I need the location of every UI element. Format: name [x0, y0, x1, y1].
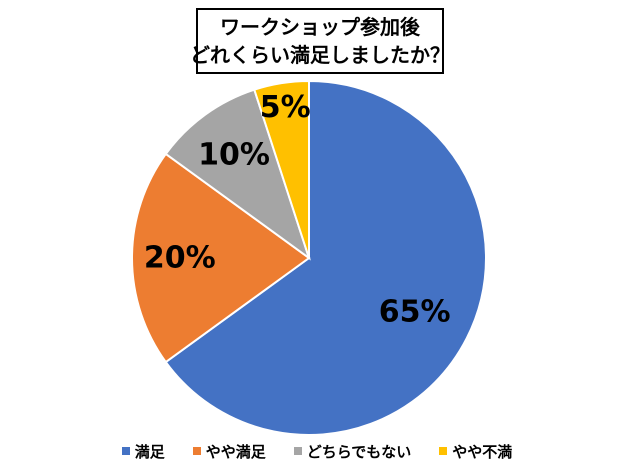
legend-label-satisfied: 満足	[134, 442, 165, 461]
pie-slice-neutral	[164, 88, 311, 261]
legend-label-somewhat-dissatisfied: やや不満	[452, 442, 513, 461]
data-label-somewhat-dissatisfied: 5%	[260, 90, 311, 125]
legend-label-somewhat-satisfied: やや満足	[205, 442, 266, 461]
chart-title-line-1: ワークショップ参加後	[220, 15, 420, 39]
chart-title: ワークショップ参加後 どれくらい満足しましたか？	[190, 8, 450, 74]
legend-swatch-neutral	[293, 447, 302, 455]
legend-label-neutral: どちらでもない	[306, 442, 412, 461]
legend-swatch-satisfied	[121, 447, 130, 455]
pie-slice-satisfied	[164, 79, 487, 436]
legend-item-somewhat-dissatisfied: やや不満	[439, 441, 512, 462]
data-label-somewhat-satisfied: 20%	[144, 241, 216, 276]
data-label-neutral: 10%	[198, 137, 270, 172]
legend-item-satisfied: 満足	[121, 441, 165, 462]
legend-swatch-somewhat-satisfied	[192, 447, 201, 455]
chart-title-line-2: どれくらい満足しましたか？	[190, 43, 450, 67]
pie-slice-somewhat-dissatisfied	[253, 79, 310, 259]
data-label-satisfied: 65%	[379, 294, 451, 329]
legend-item-neutral: どちらでもない	[293, 441, 412, 462]
legend-item-somewhat-satisfied: やや満足	[192, 441, 266, 462]
pie-slice-somewhat-satisfied	[131, 152, 311, 364]
chart-legend: 満足 やや満足 どちらでもない やや不満	[0, 438, 634, 464]
legend-swatch-somewhat-dissatisfied	[439, 447, 448, 455]
